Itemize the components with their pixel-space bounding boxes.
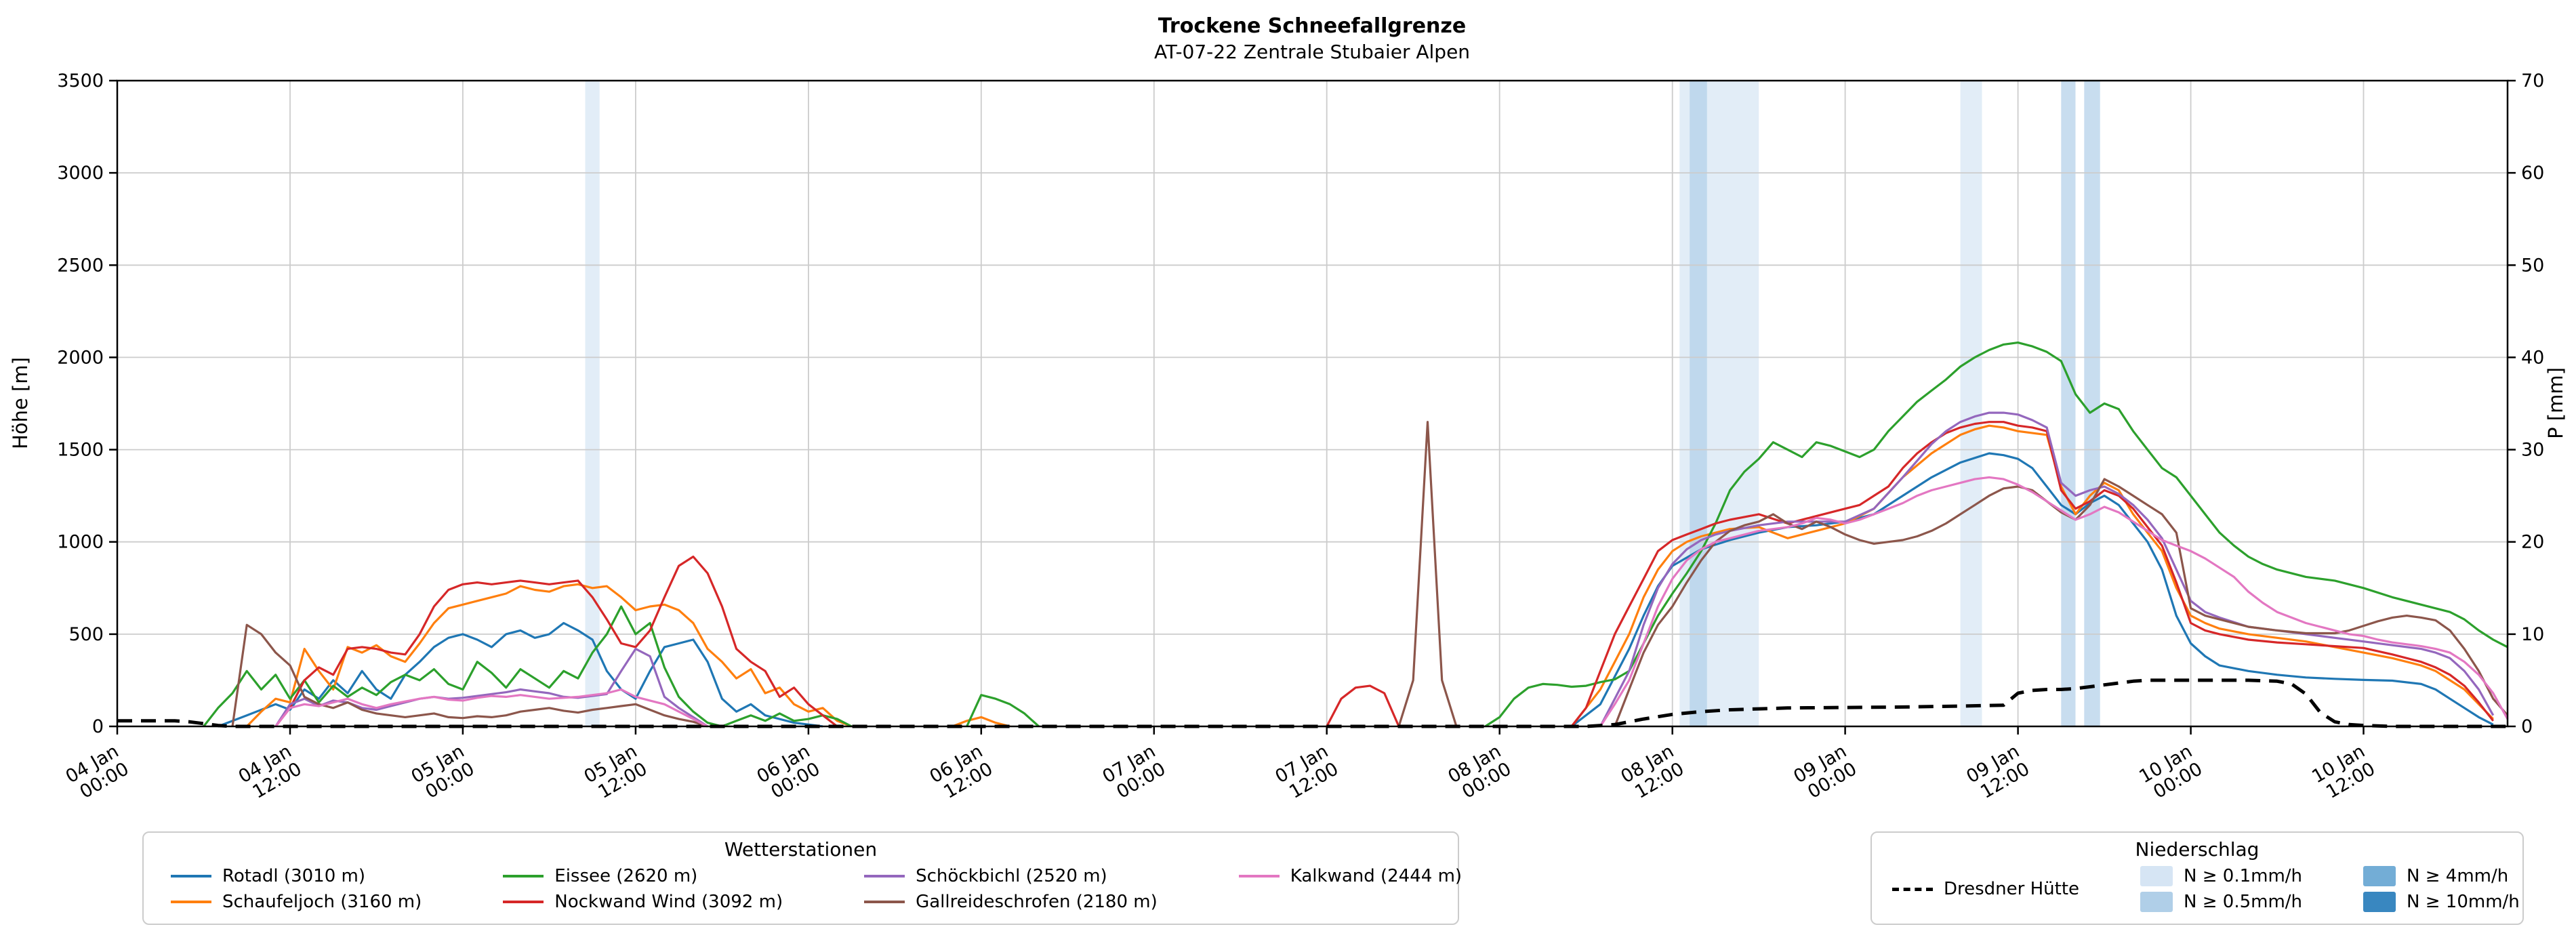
svg-text:04 Jan00:00: 04 Jan00:00 bbox=[62, 741, 133, 805]
legend-label: Kalkwand (2444 m) bbox=[1290, 866, 1463, 886]
svg-text:07 Jan00:00: 07 Jan00:00 bbox=[1099, 741, 1170, 805]
legend-precip-grid: Dresdner Hütte N ≥ 0.1mm/h N ≥ 0.5mm/h N… bbox=[1872, 861, 2522, 920]
legend-label: Schöckbichl (2520 m) bbox=[916, 866, 1107, 886]
svg-text:0: 0 bbox=[92, 716, 104, 737]
legend-item-kalkwand: Kalkwand (2444 m) bbox=[1238, 866, 1463, 886]
svg-text:06 Jan00:00: 06 Jan00:00 bbox=[754, 741, 824, 805]
legend-item-rotadl: Rotadl (3010 m) bbox=[171, 866, 422, 886]
legend-label: Rotadl (3010 m) bbox=[222, 866, 365, 886]
svg-text:500: 500 bbox=[68, 624, 104, 645]
legend-label: N ≥ 0.5mm/h bbox=[2184, 892, 2303, 912]
legend-precip-title: Niederschlag bbox=[2135, 838, 2260, 861]
legend-item-schaufeljoch: Schaufeljoch (3160 m) bbox=[171, 892, 422, 912]
legend-item-nockwand-wind: Nockwand Wind (3092 m) bbox=[503, 892, 783, 912]
legend-label: Gallreideschrofen (2180 m) bbox=[916, 892, 1158, 912]
svg-text:08 Jan12:00: 08 Jan12:00 bbox=[1617, 741, 1688, 805]
chart-subtitle: AT-07-22 Zentrale Stubaier Alpen bbox=[1154, 41, 1470, 63]
y-axis-label-left: Höhe [m] bbox=[9, 357, 32, 449]
legend-patch-swatch bbox=[2140, 892, 2173, 912]
svg-text:06 Jan12:00: 06 Jan12:00 bbox=[926, 741, 997, 805]
series-lines-layer bbox=[117, 342, 2509, 728]
legend-niederschlag: Niederschlag Dresdner Hütte N ≥ 0.1mm/h … bbox=[1870, 831, 2524, 925]
svg-text:05 Jan12:00: 05 Jan12:00 bbox=[581, 741, 651, 805]
svg-text:1000: 1000 bbox=[57, 532, 104, 553]
legend-label: N ≥ 0.1mm/h bbox=[2184, 866, 2303, 886]
legend-label: N ≥ 4mm/h bbox=[2407, 866, 2509, 886]
legend-item-precip-05: N ≥ 0.5mm/h bbox=[2140, 892, 2302, 912]
legend-item-eissee: Eissee (2620 m) bbox=[503, 866, 783, 886]
svg-text:05 Jan00:00: 05 Jan00:00 bbox=[408, 741, 478, 805]
legend-item-precip-01: N ≥ 0.1mm/h bbox=[2140, 866, 2302, 886]
legend-dashed-line-swatch bbox=[1892, 887, 1933, 891]
svg-text:0: 0 bbox=[2521, 716, 2533, 737]
legend-label: Dresdner Hütte bbox=[1944, 879, 2080, 899]
svg-text:3000: 3000 bbox=[57, 163, 104, 184]
svg-text:2000: 2000 bbox=[57, 347, 104, 368]
legend-line-swatch bbox=[864, 875, 905, 878]
legend-item-schoeckbichl: Schöckbichl (2520 m) bbox=[864, 866, 1158, 886]
legend-item-precip-10: N ≥ 10mm/h bbox=[2363, 892, 2520, 912]
legend-item-dresdner-huette: Dresdner Hütte bbox=[1892, 879, 2079, 899]
svg-text:30: 30 bbox=[2521, 440, 2544, 461]
legend-label: Schaufeljoch (3160 m) bbox=[222, 892, 422, 912]
svg-text:1500: 1500 bbox=[57, 440, 104, 461]
svg-text:60: 60 bbox=[2521, 163, 2544, 184]
legend-stations-title: Wetterstationen bbox=[724, 838, 878, 861]
svg-text:20: 20 bbox=[2521, 532, 2544, 553]
legend-label: N ≥ 10mm/h bbox=[2407, 892, 2520, 912]
gridlines-layer bbox=[117, 80, 2508, 727]
svg-text:07 Jan12:00: 07 Jan12:00 bbox=[1271, 741, 1342, 805]
legend-wetterstationen: Wetterstationen Rotadl (3010 m) Schaufel… bbox=[142, 831, 1462, 925]
legend-item-precip-4: N ≥ 4mm/h bbox=[2363, 866, 2520, 886]
legend-line-swatch bbox=[1238, 875, 1280, 878]
svg-text:3500: 3500 bbox=[57, 70, 104, 91]
svg-text:10 Jan12:00: 10 Jan12:00 bbox=[2308, 741, 2379, 805]
legend-line-swatch bbox=[864, 901, 905, 903]
legend-line-swatch bbox=[503, 875, 544, 878]
axes-layer: 0 500 1000 1500 2000 2500 3000 3500 0 10 20 30 40 50 6… bbox=[57, 70, 2544, 805]
svg-text:40: 40 bbox=[2521, 347, 2544, 368]
legend-line-swatch bbox=[171, 901, 211, 903]
svg-text:10 Jan00:00: 10 Jan00:00 bbox=[2135, 741, 2206, 805]
legend-line-swatch bbox=[171, 875, 211, 878]
svg-text:09 Jan00:00: 09 Jan00:00 bbox=[1790, 741, 1860, 805]
legend-item-gallreideschrofen: Gallreideschrofen (2180 m) bbox=[864, 892, 1158, 912]
snowfall-limit-chart: 0 500 1000 1500 2000 2500 3000 3500 0 10 20 30 40 50 6… bbox=[9, 14, 2567, 805]
legend-patch-swatch bbox=[2363, 866, 2396, 886]
svg-text:10: 10 bbox=[2521, 624, 2544, 645]
legend-patch-swatch bbox=[2140, 866, 2173, 886]
chart-title: Trockene Schneefallgrenze bbox=[1158, 14, 1466, 38]
y-axis-label-right: P [mm] bbox=[2544, 367, 2567, 439]
legend-label: Eissee (2620 m) bbox=[554, 866, 698, 886]
svg-text:50: 50 bbox=[2521, 255, 2544, 276]
precip-bands-layer bbox=[585, 81, 2100, 726]
legend-label: Nockwand Wind (3092 m) bbox=[554, 892, 783, 912]
svg-text:08 Jan00:00: 08 Jan00:00 bbox=[1444, 741, 1515, 805]
svg-text:70: 70 bbox=[2521, 70, 2544, 91]
legend-line-swatch bbox=[503, 901, 544, 903]
legend-stations-grid: Rotadl (3010 m) Schaufeljoch (3160 m) Ei… bbox=[144, 861, 1462, 920]
svg-text:09 Jan12:00: 09 Jan12:00 bbox=[1963, 741, 2033, 805]
svg-text:04 Jan12:00: 04 Jan12:00 bbox=[235, 741, 306, 805]
legend-patch-swatch bbox=[2363, 892, 2396, 912]
svg-text:2500: 2500 bbox=[57, 255, 104, 276]
